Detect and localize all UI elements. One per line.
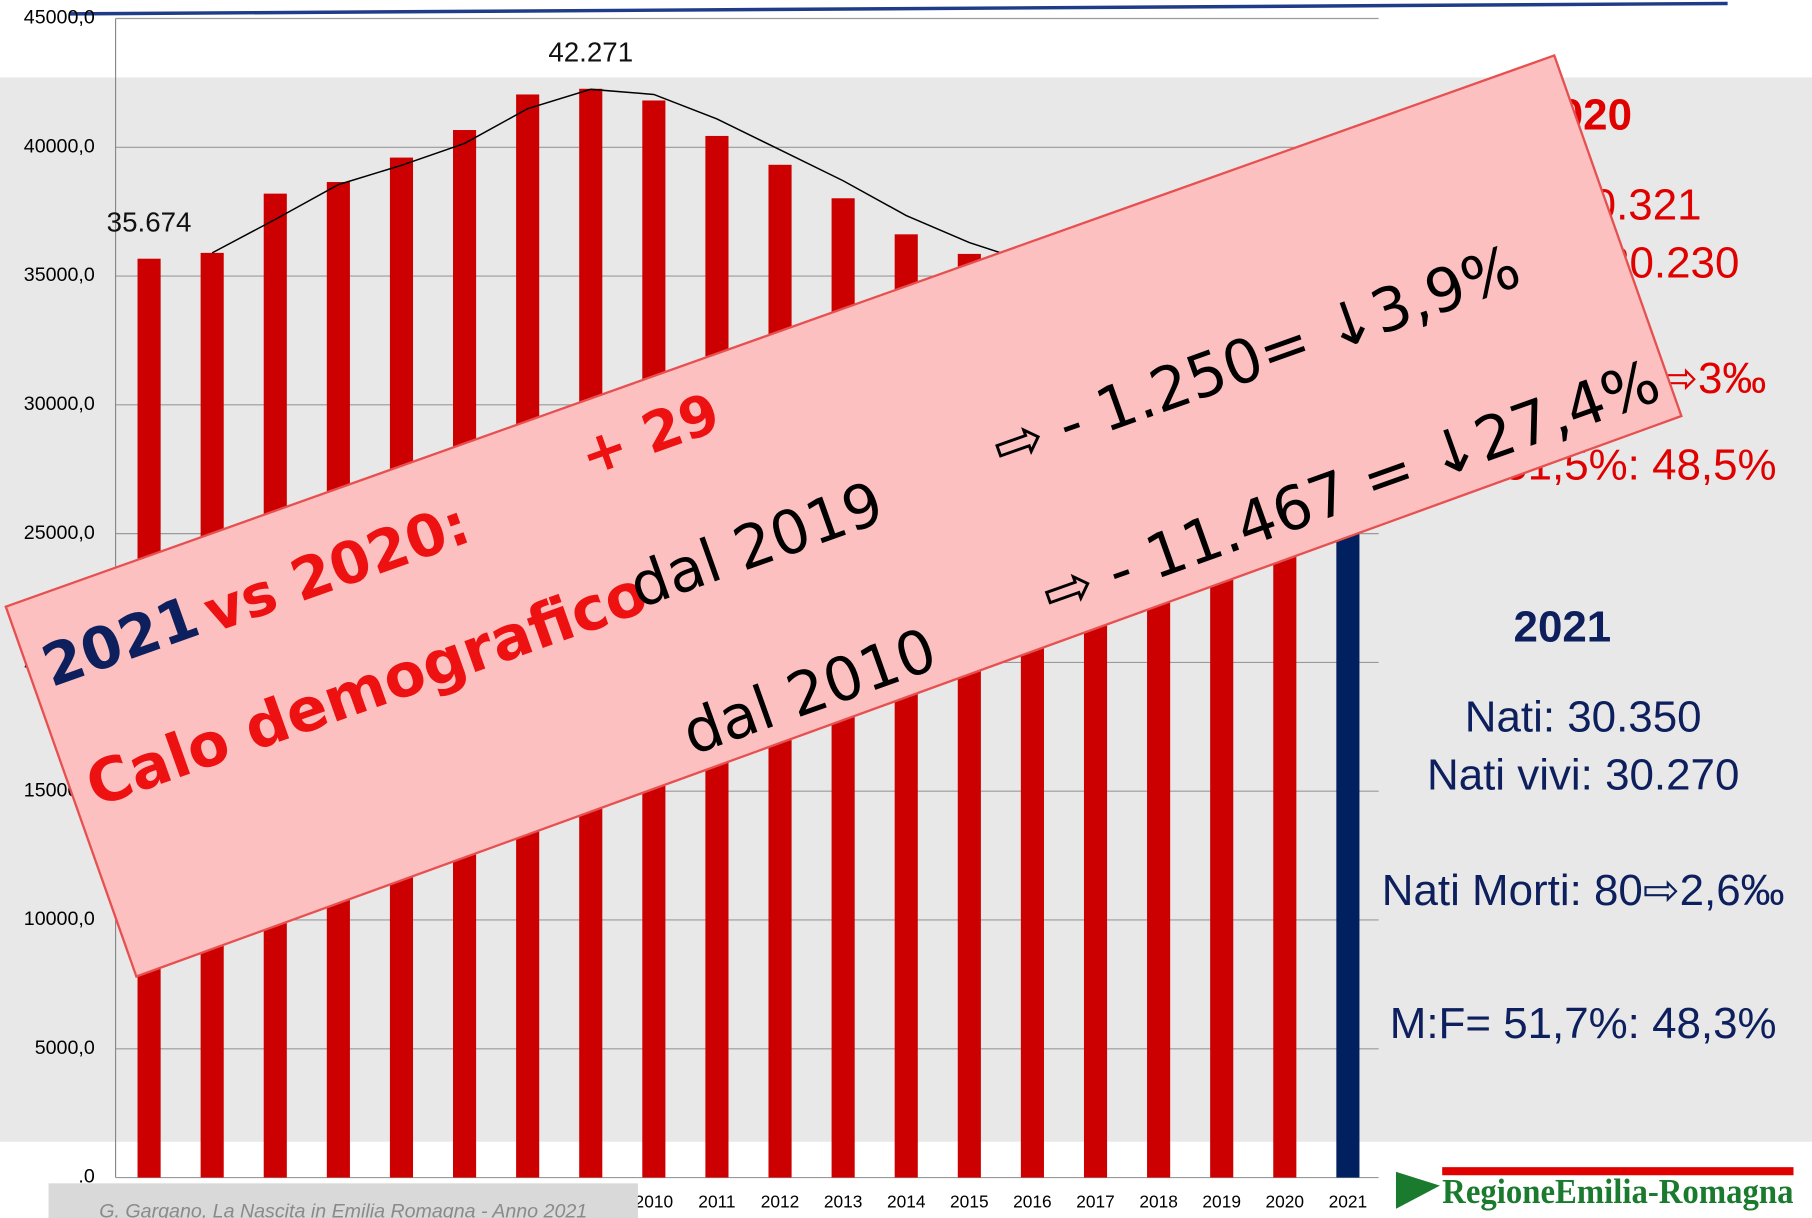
logo-bar xyxy=(1442,1167,1794,1176)
y-tick-label: 30000,0 xyxy=(24,393,95,415)
x-tick-label: 2013 xyxy=(824,1192,863,1212)
panel-line: Nati: 30.350 xyxy=(1465,693,1702,742)
x-tick-label: 2014 xyxy=(887,1192,926,1212)
top-rule xyxy=(69,1,1728,16)
panel-line: Nati vivi: 30.270 xyxy=(1427,750,1739,799)
y-tick-label: 40000,0 xyxy=(24,135,95,157)
panel-line: Nati Morti: 80⇨2,6‰ xyxy=(1382,866,1785,915)
y-tick-label: .0 xyxy=(78,1166,94,1188)
x-tick-label: 2015 xyxy=(950,1192,989,1212)
y-tick-label: 10000,0 xyxy=(24,908,95,930)
x-tick-label: 2021 xyxy=(1329,1192,1368,1212)
x-tick-label: 2017 xyxy=(1076,1192,1115,1212)
panel-title: 2021 xyxy=(1514,602,1612,651)
y-tick-label: 5000,0 xyxy=(35,1037,95,1059)
x-tick-label: 2011 xyxy=(698,1192,735,1212)
banner xyxy=(4,53,1683,978)
y-tick-label: 35000,0 xyxy=(24,264,95,286)
logo: RegioneEmilia-Romagna xyxy=(1442,1173,1793,1211)
x-tick-label: 2012 xyxy=(761,1192,800,1212)
footer: G. Gargano, La Nascita in Emilia Romagna… xyxy=(99,1200,587,1218)
x-tick-label: 2010 xyxy=(635,1192,674,1212)
x-tick-label: 2019 xyxy=(1202,1192,1241,1212)
y-tick-label: 25000,0 xyxy=(24,522,95,544)
x-tick-label: 2020 xyxy=(1266,1192,1305,1212)
bar xyxy=(1336,395,1360,1178)
panel-line: M:F= 51,7%: 48,3% xyxy=(1390,999,1777,1048)
footer-box xyxy=(48,1183,638,1218)
bar xyxy=(1273,396,1297,1178)
data-label: 42.271 xyxy=(548,36,633,67)
x-tick-label: 2018 xyxy=(1139,1192,1178,1212)
logo-mark xyxy=(1395,1171,1440,1209)
y-tick-label: 45000,0 xyxy=(24,7,95,29)
data-label: 35.674 xyxy=(107,206,192,237)
x-tick-label: 2016 xyxy=(1013,1192,1052,1212)
